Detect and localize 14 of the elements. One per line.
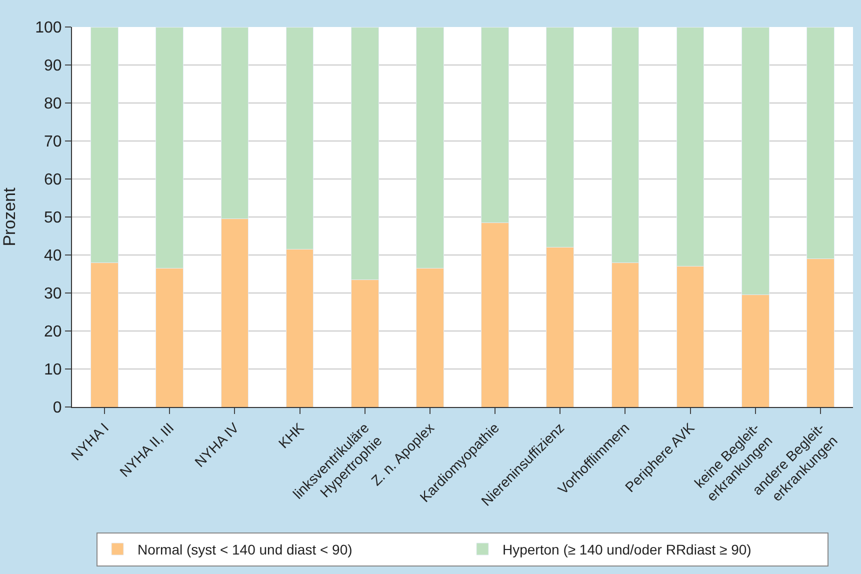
y-tick-label: 100 bbox=[35, 20, 62, 37]
y-tick-label: 60 bbox=[44, 172, 62, 189]
y-tick-label: 40 bbox=[44, 248, 62, 265]
y-axis-title: Prozent bbox=[0, 187, 19, 246]
legend-label: Normal (syst < 140 und diast < 90) bbox=[138, 541, 352, 558]
y-tick-label: 10 bbox=[44, 362, 62, 379]
y-tick-label: 70 bbox=[44, 134, 62, 151]
y-tick-label: 20 bbox=[44, 324, 62, 341]
legend-label: Hyperton (≥ 140 und/oder RRdiast ≥ 90) bbox=[502, 541, 752, 558]
y-tick-label: 90 bbox=[44, 58, 62, 75]
y-tick-label: 50 bbox=[44, 210, 62, 227]
y-tick-label: 80 bbox=[44, 96, 62, 113]
y-tick-label: 0 bbox=[52, 400, 62, 417]
y-tick-label: 30 bbox=[44, 286, 62, 303]
